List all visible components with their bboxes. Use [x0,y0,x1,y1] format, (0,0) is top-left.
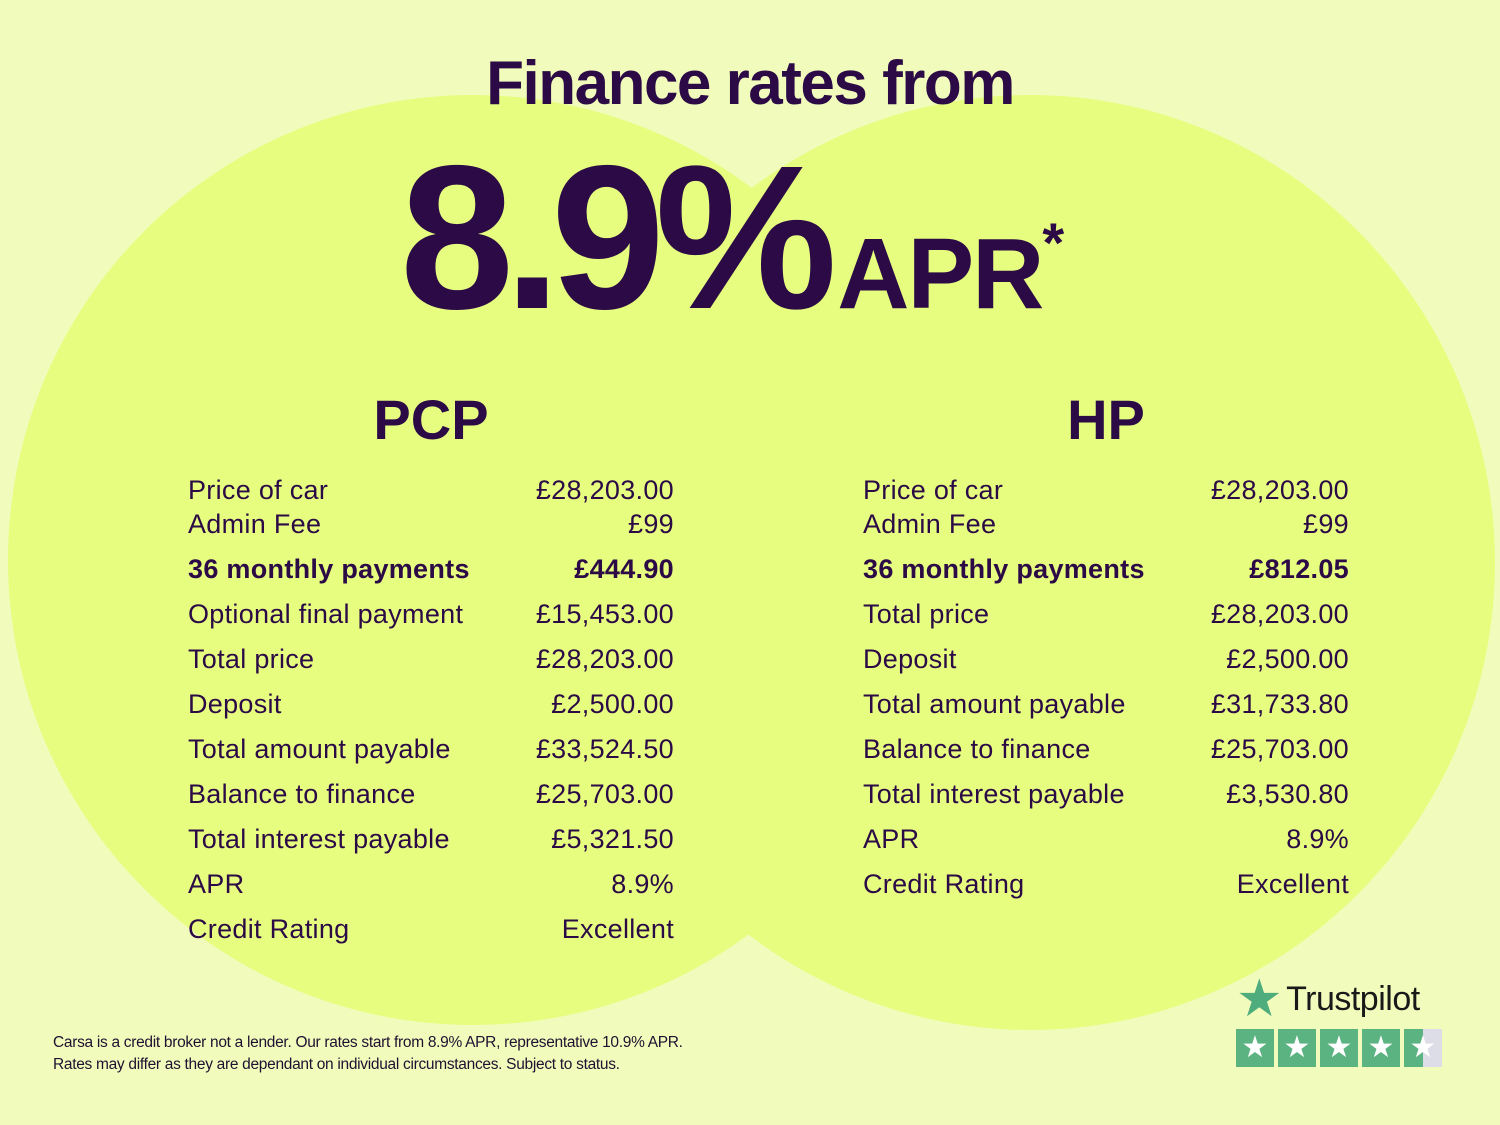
table-row: Deposit £2,500.00 [188,688,674,733]
row-value: £444.90 [574,554,674,584]
row-label: 36 monthly payments [863,554,1145,584]
row-label: Total price [188,644,315,674]
trustpilot-stars: ★ ★ ★ ★ ★ [1236,1029,1442,1067]
row-label: Price of car [188,475,329,505]
row-value: £28,203.00 [1210,475,1349,505]
row-label: Total amount payable [188,734,451,764]
rating-star-icon: ★ [1278,1029,1316,1067]
rate-suffix: APR [837,218,1044,330]
row-label: APR [863,824,920,854]
row-value: £33,524.50 [535,734,674,764]
pcp-rows: Price of car £28,203.00 Admin Fee £99 36 mon… [188,474,674,958]
row-value: £99 [1303,509,1349,539]
trustpilot-badge[interactable]: ★ Trustpilot ★ ★ ★ ★ ★ [1236,970,1442,1067]
table-row: APR 8.9% [188,868,674,913]
row-value: Excellent [1236,869,1349,899]
pcp-title: PCP [373,388,489,451]
hp-title: HP [1067,388,1145,451]
disclaimer-line-2: Rates may differ as they are dependant o… [53,1056,620,1073]
trustpilot-name: Trustpilot [1286,979,1420,1018]
row-value: £28,203.00 [1210,599,1349,629]
row-label: Price of car [863,475,1004,505]
row-value: £15,453.00 [535,599,674,629]
row-label: Deposit [188,689,282,719]
pcp-table: PCP Price of car £28,203.00 Admin Fee £99 36… [188,388,674,958]
row-value: 8.9% [1286,824,1349,854]
hp-table: HP Price of car £28,203.00 Admin Fee £99 36 … [863,388,1349,913]
row-value: Excellent [561,914,674,944]
row-label: Admin Fee [863,509,997,539]
rating-star-icon: ★ [1236,1029,1274,1067]
table-row: Total amount payable £33,524.50 [188,733,674,778]
row-label: Total interest payable [863,779,1125,809]
row-value: £25,703.00 [1210,734,1349,764]
table-row: Admin Fee £99 [863,508,1349,553]
table-row: Optional final payment £15,453.00 [188,598,674,643]
row-label: Deposit [863,644,957,674]
row-label: APR [188,869,245,899]
table-row: Price of car £28,203.00 [188,474,674,508]
row-value: £5,321.50 [551,824,674,854]
row-value: £2,500.00 [551,689,674,719]
table-row: Total amount payable £31,733.80 [863,688,1349,733]
table-row: Admin Fee £99 [188,508,674,553]
row-value: £31,733.80 [1210,689,1349,719]
row-label: Total interest payable [188,824,450,854]
row-value: £28,203.00 [535,475,674,505]
row-label: Balance to finance [863,734,1091,764]
table-row: APR 8.9% [863,823,1349,868]
table-row: Credit Rating Excellent [188,913,674,958]
row-value: 8.9% [611,869,674,899]
table-row: Deposit £2,500.00 [863,643,1349,688]
row-label: Credit Rating [863,869,1025,899]
row-label: 36 monthly payments [188,554,470,584]
rate-value: 8.9% [400,123,837,352]
star-icon: ★ [1236,970,1283,1028]
table-row: Total price £28,203.00 [863,598,1349,643]
table-row: 36 monthly payments £812.05 [863,553,1349,598]
row-value: £99 [628,509,674,539]
table-row: Total interest payable £5,321.50 [188,823,674,868]
table-row: Balance to finance £25,703.00 [188,778,674,823]
row-label: Optional final payment [188,599,464,629]
row-label: Credit Rating [188,914,350,944]
disclaimer: Carsa is a credit broker not a lender. O… [53,1032,683,1076]
headline-title: Finance rates from [486,49,1015,118]
table-row: 36 monthly payments £444.90 [188,553,674,598]
table-row: Price of car £28,203.00 [863,474,1349,508]
rating-star-icon: ★ [1404,1029,1442,1067]
row-value: £28,203.00 [535,644,674,674]
row-label: Total amount payable [863,689,1126,719]
trustpilot-logo: ★ Trustpilot [1236,970,1442,1028]
background-circle-right [565,95,1495,1030]
table-row: Credit Rating Excellent [863,868,1349,913]
headline-rate: 8.9% APR* [400,120,1064,356]
table-row: Total interest payable £3,530.80 [863,778,1349,823]
row-value: £25,703.00 [535,779,674,809]
row-label: Balance to finance [188,779,416,809]
disclaimer-line-1: Carsa is a credit broker not a lender. O… [53,1034,683,1051]
row-value: £3,530.80 [1226,779,1349,809]
rating-star-icon: ★ [1320,1029,1358,1067]
row-label: Total price [863,599,990,629]
table-row: Total price £28,203.00 [188,643,674,688]
rating-star-icon: ★ [1362,1029,1400,1067]
row-value: £812.05 [1249,554,1349,584]
hp-rows: Price of car £28,203.00 Admin Fee £99 36 mon… [863,474,1349,913]
row-label: Admin Fee [188,509,322,539]
table-row: Balance to finance £25,703.00 [863,733,1349,778]
row-value: £2,500.00 [1226,644,1349,674]
asterisk: * [1042,211,1065,274]
